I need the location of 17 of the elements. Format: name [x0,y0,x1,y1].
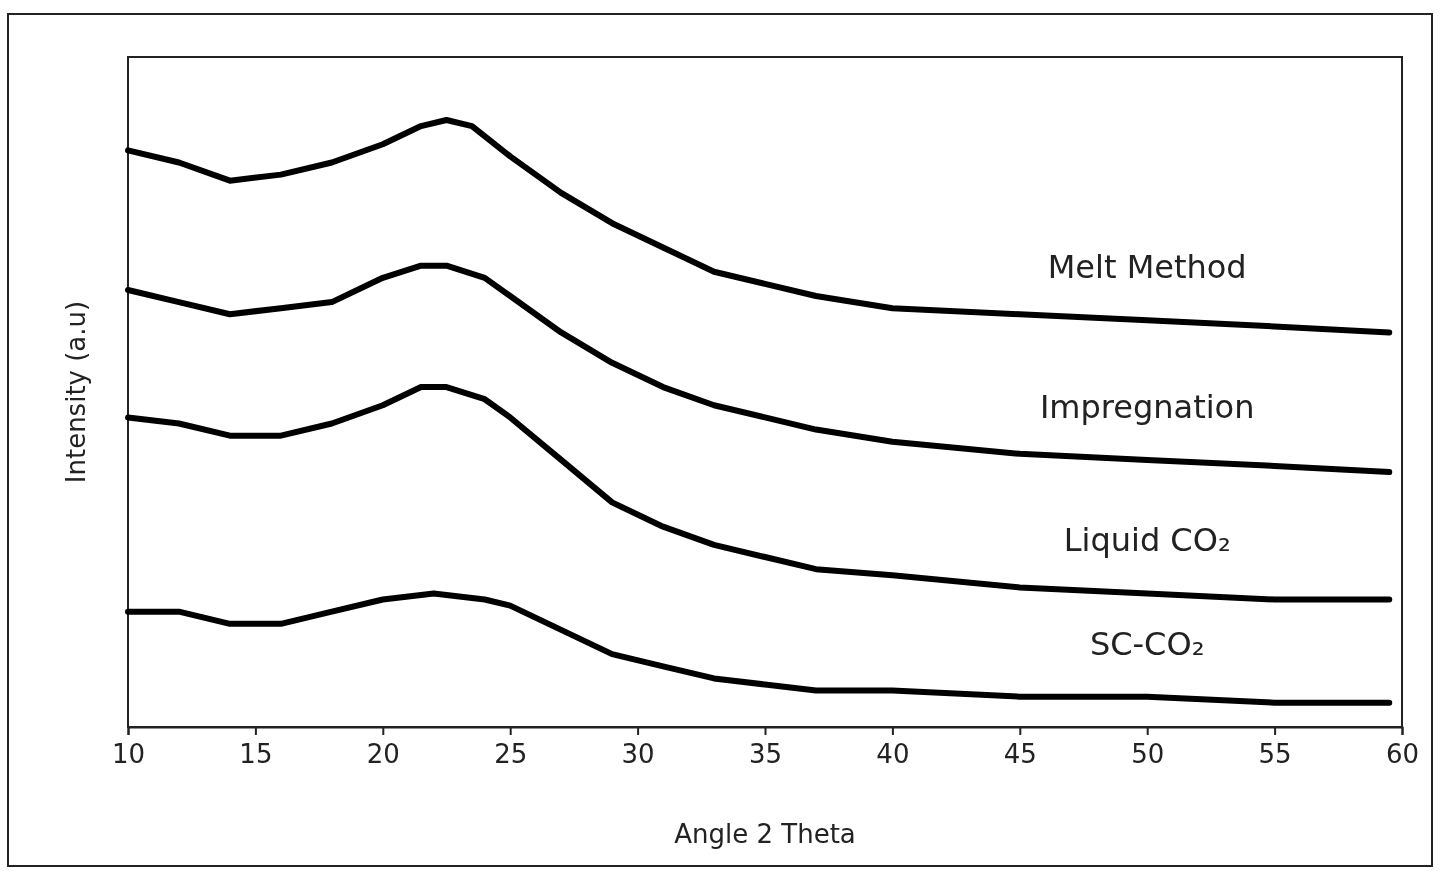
x-tick-label: 10 [111,739,146,770]
series-label: SC-CO₂ [1089,624,1205,663]
series-label: Melt Method [1047,248,1247,287]
x-tick-label: 15 [239,739,273,770]
x-tick-label: 45 [1003,739,1037,770]
x-tick-label: 20 [366,739,400,770]
x-tick-label: 50 [1131,739,1165,770]
x-tick-label: 30 [621,739,655,770]
series-label: Impregnation [1039,387,1255,426]
series-label: Liquid CO₂ [1063,521,1231,560]
x-tick-label: 35 [748,739,783,770]
y-axis-title: Intensity (a.u) [61,300,91,484]
x-tick-label: 60 [1385,739,1420,770]
x-tick-label: 25 [494,739,528,770]
x-tick-label: 40 [876,739,910,770]
x-axis-title: Angle 2 Theta [674,819,856,849]
x-tick-label: 55 [1258,739,1292,770]
